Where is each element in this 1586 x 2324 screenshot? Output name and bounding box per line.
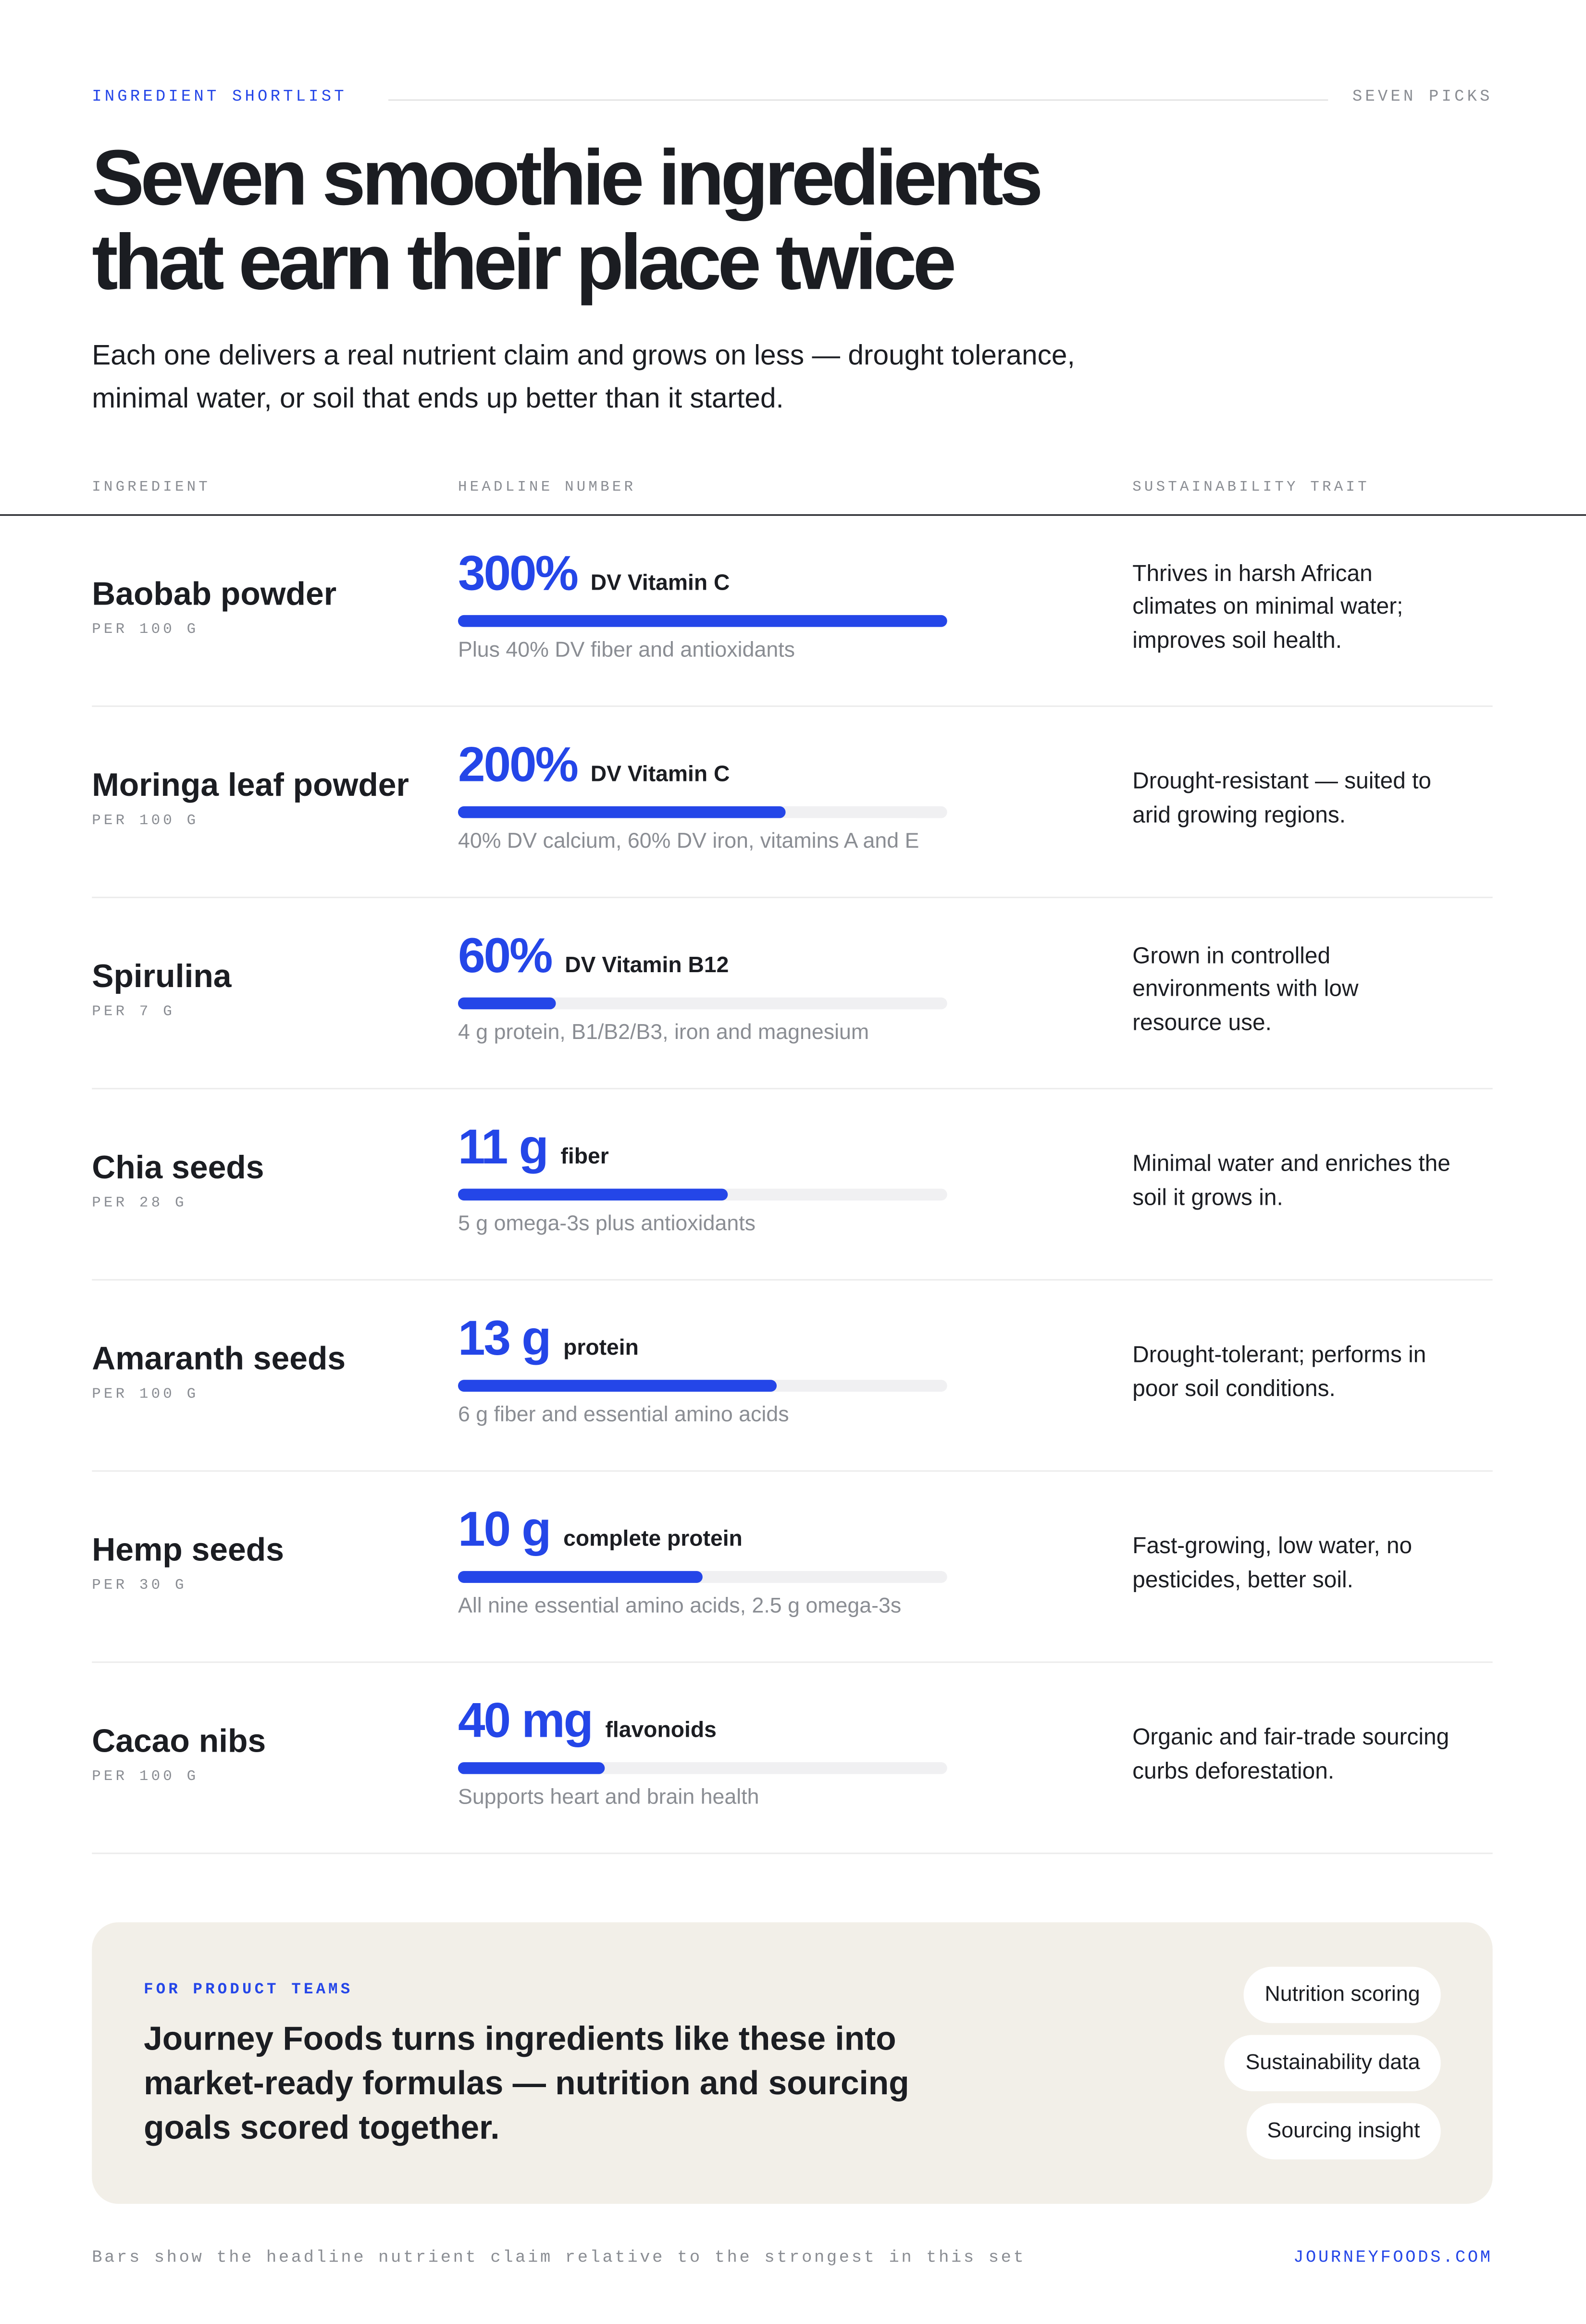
headline: 40 mg flavonoids bbox=[458, 1693, 717, 1749]
headline: 300% DV Vitamin C bbox=[458, 545, 730, 602]
sustainability-trait: Fast-growing, low water, no pesticides, … bbox=[1132, 1534, 1413, 1593]
column-header: HEADLINE NUMBER bbox=[458, 480, 636, 497]
serving-basis: PER 100 G bbox=[92, 1387, 199, 1404]
row-separator bbox=[92, 1470, 1493, 1472]
header-rule bbox=[0, 514, 1586, 516]
chip: Sourcing insight bbox=[1246, 2103, 1441, 2160]
headline-claim: DV Vitamin B12 bbox=[565, 953, 729, 978]
table-row: Moringa leaf powder PER 100 G 200% DV Vitam… bbox=[0, 707, 1586, 898]
row-separator bbox=[92, 705, 1493, 707]
column-header: SUSTAINABILITY TRAIT bbox=[1132, 480, 1370, 497]
serving-basis: PER 28 G bbox=[92, 1196, 187, 1212]
headline: 13 g protein bbox=[458, 1310, 639, 1366]
rule bbox=[388, 99, 1328, 101]
table-row: Baobab powder PER 100 G 300% DV Vitamin C Pl… bbox=[0, 516, 1586, 707]
headline-number: 10 g bbox=[458, 1501, 551, 1557]
detail: 4 g protein, B1/B2/B3, iron and magnesiu… bbox=[458, 1021, 869, 1045]
table-row: Spirulina PER 7 G 60% DV Vitamin B12 4 g pro… bbox=[0, 898, 1586, 1089]
cta-eyebrow: FOR PRODUCT TEAMS bbox=[144, 1981, 353, 2000]
sustainability-trait: Minimal water and enriches the soil it g… bbox=[1132, 1151, 1450, 1211]
sustainability-trait: Organic and fair-trade sourcing curbs de… bbox=[1132, 1725, 1450, 1784]
detail: Supports heart and brain health bbox=[458, 1786, 759, 1810]
headline: 60% DV Vitamin B12 bbox=[458, 928, 729, 984]
serving-basis: PER 7 G bbox=[92, 1005, 175, 1021]
ingredient-name: Baobab powder bbox=[92, 575, 337, 612]
bar bbox=[458, 615, 947, 627]
sustainability-trait: Grown in controlled environments with lo… bbox=[1132, 943, 1359, 1036]
headline-number: 40 mg bbox=[458, 1693, 594, 1748]
ingredient-name: Moringa leaf powder bbox=[92, 766, 409, 804]
cta-text: Journey Foods turns ingredients like the… bbox=[144, 2020, 909, 2146]
row-separator bbox=[92, 896, 1493, 898]
title: Seven smoothie ingredients that earn the… bbox=[92, 135, 1043, 307]
headline-claim: DV Vitamin C bbox=[590, 570, 730, 596]
row-separator bbox=[92, 1853, 1493, 1854]
headline-number: 11 g bbox=[458, 1119, 549, 1174]
serving-basis: PER 100 G bbox=[92, 814, 199, 830]
sustainability-trait: Drought-tolerant; performs in poor soil … bbox=[1132, 1343, 1426, 1402]
ingredient-name: Hemp seeds bbox=[92, 1531, 284, 1568]
headline-number: 300% bbox=[458, 545, 579, 601]
detail: 5 g omega-3s plus antioxidants bbox=[458, 1212, 756, 1236]
bar bbox=[458, 1188, 727, 1201]
headline: 200% DV Vitamin C bbox=[458, 737, 730, 793]
tag: SEVEN PICKS bbox=[1352, 89, 1493, 107]
serving-basis: PER 100 G bbox=[92, 1769, 199, 1786]
table-row: Cacao nibs PER 100 G 40 mg flavonoids Suppor… bbox=[0, 1663, 1586, 1854]
cta-panel: FOR PRODUCT TEAMS Journey Foods turns in… bbox=[92, 1922, 1493, 2204]
table-row: Amaranth seeds PER 100 G 13 g protein 6 g fi… bbox=[0, 1281, 1586, 1472]
eyebrow: INGREDIENT SHORTLIST bbox=[92, 89, 347, 107]
bar bbox=[458, 1380, 776, 1392]
headline: 11 g fiber bbox=[458, 1119, 609, 1175]
ingredient-name: Cacao nibs bbox=[92, 1722, 266, 1759]
detail: 6 g fiber and essential amino acids bbox=[458, 1403, 789, 1427]
headline-number: 13 g bbox=[458, 1310, 551, 1365]
row-separator bbox=[92, 1088, 1493, 1089]
headline-number: 60% bbox=[458, 927, 553, 983]
table-row: Hemp seeds PER 30 G 10 g complete protein Al… bbox=[0, 1472, 1586, 1663]
footnote: Bars show the headline nutrient claim re… bbox=[92, 2248, 1026, 2268]
serving-basis: PER 30 G bbox=[92, 1578, 187, 1595]
bar bbox=[458, 1762, 605, 1774]
headline-claim: fiber bbox=[560, 1144, 609, 1170]
ingredient-name: Chia seeds bbox=[92, 1149, 264, 1186]
headline-claim: complete protein bbox=[563, 1526, 743, 1552]
column-header: INGREDIENT bbox=[92, 480, 211, 497]
detail: 40% DV calcium, 60% DV iron, vitamins A … bbox=[458, 830, 919, 854]
table-row: Chia seeds PER 28 G 11 g fiber 5 g omega-3s … bbox=[0, 1089, 1586, 1281]
detail: All nine essential amino acids, 2.5 g om… bbox=[458, 1595, 902, 1619]
headline-claim: flavonoids bbox=[605, 1718, 717, 1743]
row-separator bbox=[92, 1661, 1493, 1663]
serving-basis: PER 100 G bbox=[92, 622, 199, 639]
ingredient-name: Amaranth seeds bbox=[92, 1340, 346, 1377]
headline: 10 g complete protein bbox=[458, 1501, 743, 1558]
headline-number: 200% bbox=[458, 736, 579, 791]
headline-claim: DV Vitamin C bbox=[590, 762, 730, 787]
sustainability-trait: Drought-resistant — suited to arid growi… bbox=[1132, 769, 1431, 828]
bar bbox=[458, 997, 556, 1010]
headline-claim: protein bbox=[563, 1335, 639, 1361]
sustainability-trait: Thrives in harsh African climates on min… bbox=[1132, 561, 1403, 653]
chip: Nutrition scoring bbox=[1244, 1966, 1441, 2023]
detail: Plus 40% DV fiber and antioxidants bbox=[458, 639, 795, 663]
subtitle: Each one delivers a real nutrient claim … bbox=[92, 341, 1075, 415]
ingredient-name: Spirulina bbox=[92, 957, 232, 995]
bar bbox=[458, 1571, 703, 1583]
bar bbox=[458, 806, 786, 818]
chip: Sustainability data bbox=[1225, 2035, 1441, 2091]
row-separator bbox=[92, 1279, 1493, 1281]
footer-link[interactable]: JOURNEYFOODS.COM bbox=[1293, 2248, 1493, 2268]
